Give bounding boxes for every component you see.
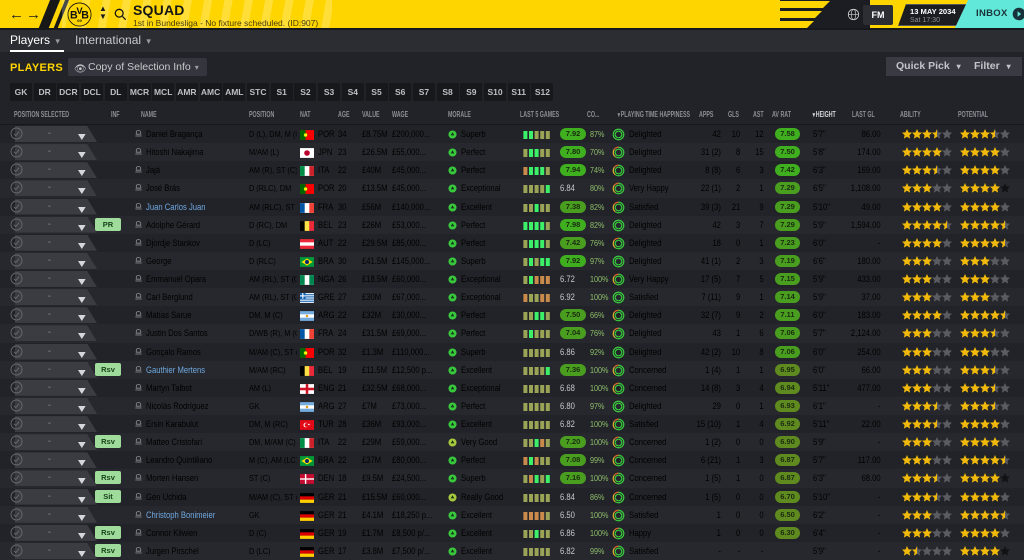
- svg-text:09: 09: [77, 18, 82, 23]
- svg-text:V: V: [76, 6, 83, 16]
